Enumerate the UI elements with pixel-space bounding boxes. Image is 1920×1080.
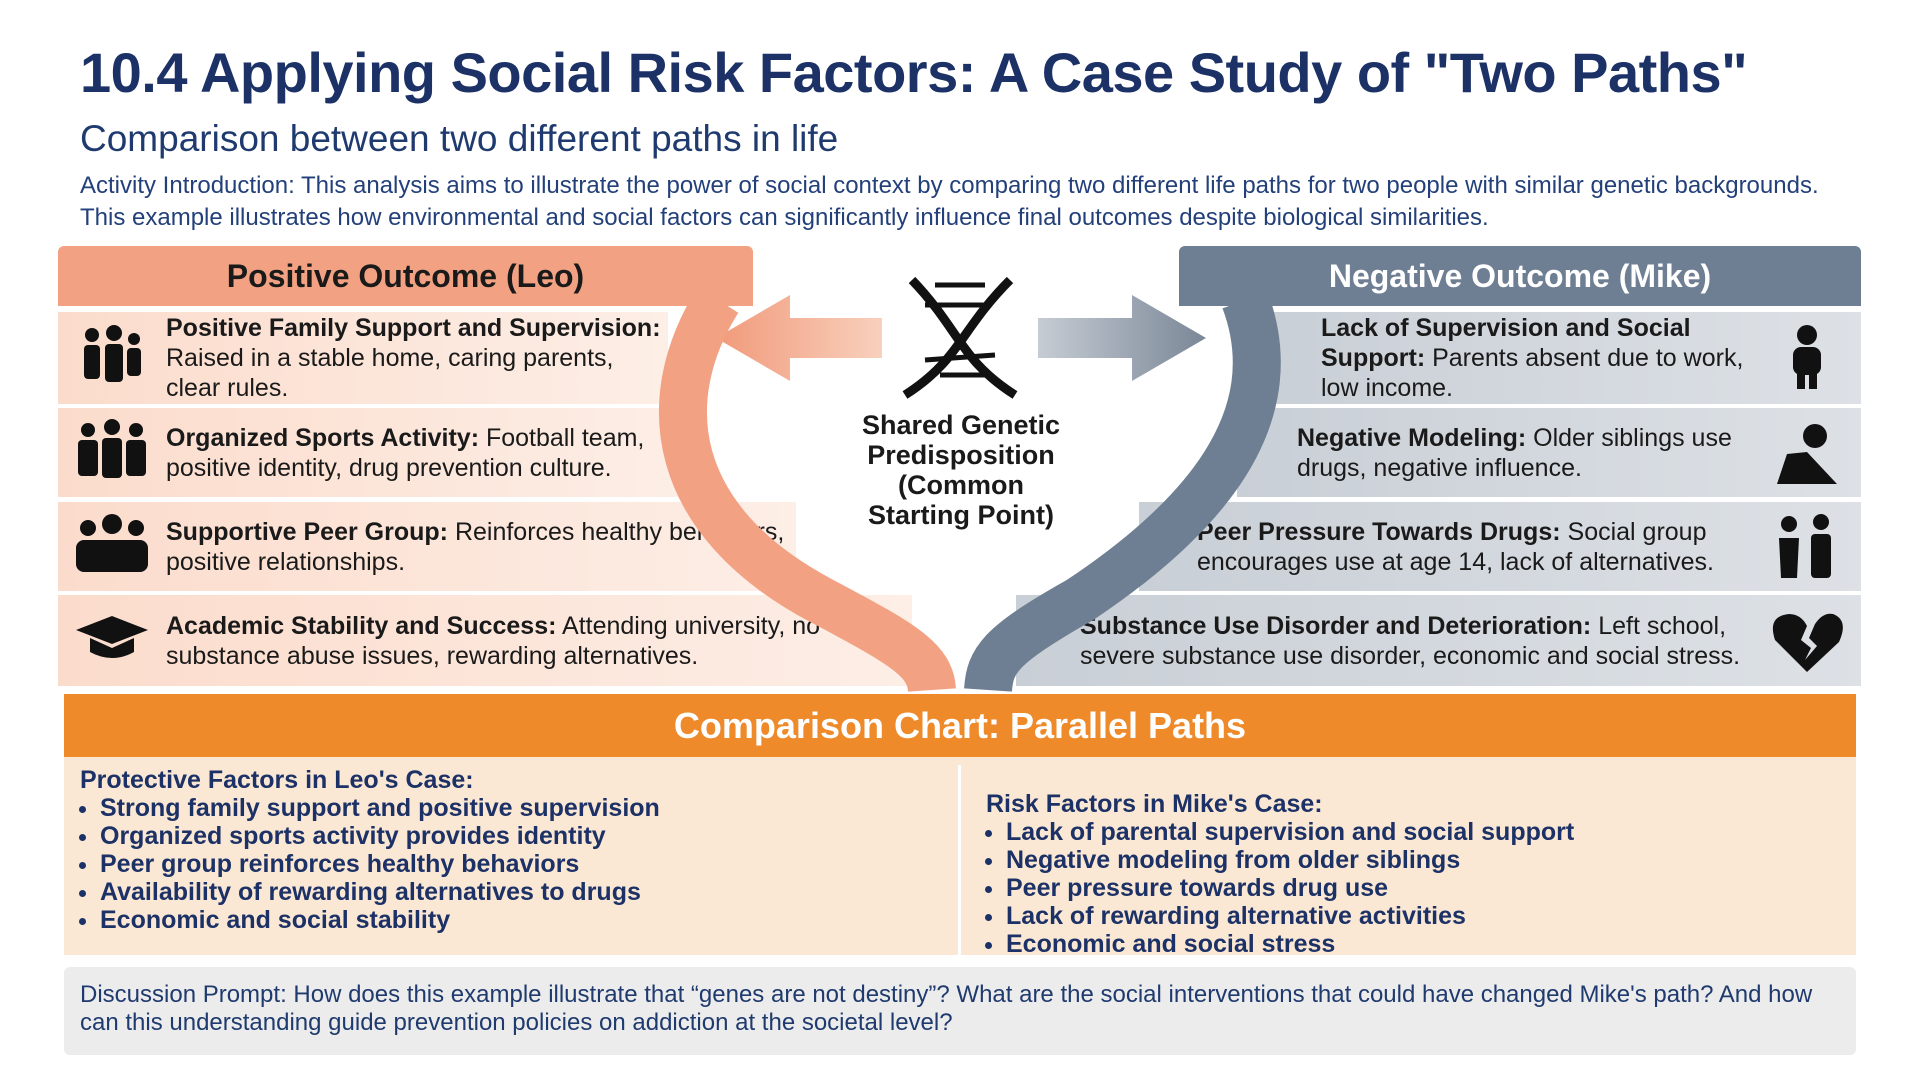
row-text: Organized Sports Activity: Football team…	[166, 423, 686, 483]
list: Lack of parental supervision and social …	[986, 818, 1574, 958]
row-icon	[1779, 513, 1831, 578]
arrow-right	[1038, 295, 1206, 381]
row-title: Positive Family Support and Supervision:	[166, 314, 661, 342]
row-desc: Social group encourages use at age 14, l…	[1197, 517, 1714, 576]
left-heading: Positive Outcome (Leo)	[58, 246, 753, 306]
risk-list: Risk Factors in Mike's Case: Lack of par…	[986, 790, 1574, 958]
right-heading: Negative Outcome (Mike)	[1179, 246, 1861, 306]
list-item: Peer pressure towards drug use	[1006, 874, 1574, 902]
right-row: Substance Use Disorder and Deterioration…	[1016, 595, 1861, 686]
row-text: Negative Modeling: Older siblings use dr…	[1297, 423, 1751, 483]
subtitle: Comparison between two different paths i…	[80, 118, 839, 159]
row-desc: Football team, positive identity, drug p…	[166, 423, 645, 482]
row-icon	[1772, 613, 1843, 672]
left-row: Positive Family Support and Supervision:…	[58, 312, 668, 404]
discussion-prompt: Discussion Prompt: How does this example…	[64, 967, 1856, 1055]
row-text: Supportive Peer Group: Reinforces health…	[166, 517, 796, 577]
row-title: Negative Modeling:	[1297, 423, 1527, 452]
list-item: Lack of rewarding alternative activities	[1006, 902, 1574, 930]
right-row: Peer Pressure Towards Drugs: Social grou…	[1139, 502, 1861, 591]
row-desc: Raised in a stable home, caring parents,…	[166, 344, 614, 402]
row-icon	[76, 513, 148, 572]
list-item: Economic and social stability	[100, 906, 660, 934]
row-text: Academic Stability and Success: Attendin…	[166, 611, 912, 671]
row-title: Organized Sports Activity:	[166, 423, 480, 452]
list-item: Organized sports activity provides ident…	[100, 822, 660, 850]
row-title: Academic Stability and Success:	[166, 611, 557, 640]
protective-list: Protective Factors in Leo's Case: Strong…	[80, 766, 660, 934]
list-item: Strong family support and positive super…	[100, 794, 660, 822]
right-row: Negative Modeling: Older siblings use dr…	[1237, 408, 1861, 497]
left-row: Supportive Peer Group: Reinforces health…	[58, 502, 796, 591]
list-item: Availability of rewarding alternatives t…	[100, 878, 660, 906]
comparison-title: Comparison Chart: Parallel Paths	[64, 694, 1856, 757]
row-icon	[1777, 423, 1837, 484]
intro: Activity Introduction: This analysis aim…	[80, 172, 1819, 231]
right-row: Lack of Supervision and Social Support: …	[1261, 312, 1861, 404]
dna-icon	[902, 276, 1018, 399]
left-row: Academic Stability and Success: Attendin…	[58, 595, 912, 686]
row-title: Peer Pressure Towards Drugs:	[1197, 517, 1561, 546]
row-title: Supportive Peer Group:	[166, 517, 448, 546]
left-row: Organized Sports Activity: Football team…	[58, 408, 686, 497]
row-icon	[78, 418, 146, 478]
row-desc: Parents absent due to work, low income.	[1321, 344, 1744, 402]
row-icon	[84, 325, 141, 382]
row-text: Peer Pressure Towards Drugs: Social grou…	[1197, 517, 1751, 577]
list-title: Protective Factors in Leo's Case:	[80, 766, 474, 794]
list-item: Lack of parental supervision and social …	[1006, 818, 1574, 846]
row-icon	[76, 615, 148, 658]
arrow-left	[716, 295, 882, 381]
list-title: Risk Factors in Mike's Case:	[986, 790, 1323, 818]
title: 10.4 Applying Social Risk Factors: A Cas…	[80, 41, 1748, 104]
list-item: Peer group reinforces healthy behaviors	[100, 850, 660, 878]
row-title: Substance Use Disorder and Deterioration…	[1080, 611, 1592, 640]
list: Strong family support and positive super…	[80, 794, 660, 934]
row-desc: Older siblings use drugs, negative influ…	[1297, 423, 1732, 482]
row-text: Substance Use Disorder and Deterioration…	[1080, 611, 1751, 671]
list-item: Negative modeling from older siblings	[1006, 846, 1574, 874]
row-text: Positive Family Support and Supervision:…	[166, 313, 668, 403]
divider	[958, 765, 961, 955]
center-label: Shared Genetic Predisposition (Common St…	[861, 410, 1061, 530]
list-item: Economic and social stress	[1006, 930, 1574, 958]
row-text: Lack of Supervision and Social Support: …	[1321, 313, 1751, 403]
row-title: Lack of Supervision and Social Support:	[1321, 314, 1691, 372]
row-icon	[1793, 325, 1821, 389]
